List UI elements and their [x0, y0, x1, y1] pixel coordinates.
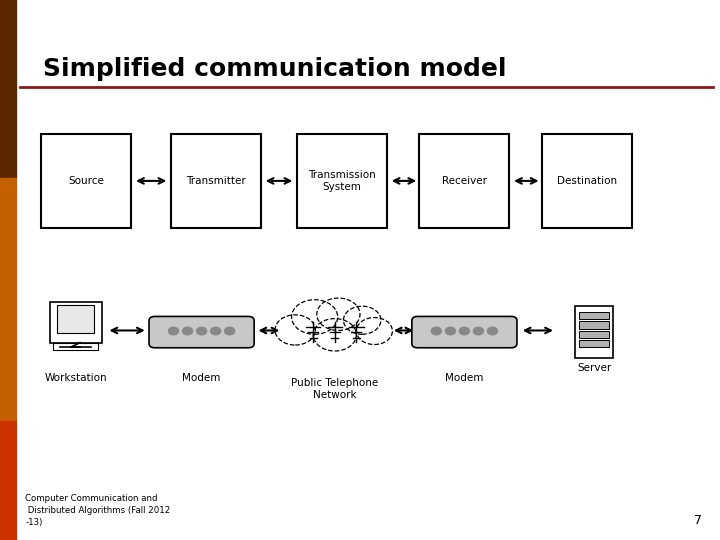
- Text: Modem: Modem: [445, 373, 484, 383]
- Circle shape: [343, 306, 381, 334]
- Text: Destination: Destination: [557, 176, 617, 186]
- Bar: [50, 302, 102, 342]
- Circle shape: [168, 327, 179, 335]
- Bar: [0, 178, 16, 421]
- Bar: [53, 342, 98, 350]
- Text: Source: Source: [68, 176, 104, 186]
- Circle shape: [210, 327, 220, 335]
- Text: Computer Communication and
 Distributed Algorithms (Fall 2012
-13): Computer Communication and Distributed A…: [25, 494, 171, 526]
- Text: Workstation: Workstation: [45, 373, 107, 383]
- Circle shape: [445, 327, 456, 335]
- Text: Simplified communication model: Simplified communication model: [43, 57, 507, 80]
- Bar: [42, 134, 132, 228]
- Text: Transmitter: Transmitter: [186, 176, 246, 186]
- Circle shape: [313, 319, 356, 351]
- FancyBboxPatch shape: [412, 316, 517, 348]
- Bar: [171, 134, 261, 228]
- Circle shape: [474, 327, 484, 335]
- Circle shape: [459, 327, 469, 335]
- Text: Modem: Modem: [182, 373, 221, 383]
- Circle shape: [225, 327, 235, 335]
- Text: Receiver: Receiver: [442, 176, 487, 186]
- Circle shape: [183, 327, 193, 335]
- Bar: [579, 312, 609, 319]
- Circle shape: [356, 318, 392, 345]
- Bar: [579, 340, 609, 347]
- Text: 7: 7: [694, 514, 702, 526]
- Circle shape: [292, 300, 338, 334]
- Bar: [57, 306, 94, 333]
- Bar: [419, 134, 510, 228]
- Bar: [0, 421, 16, 540]
- Text: Transmission
System: Transmission System: [308, 170, 376, 192]
- Circle shape: [487, 327, 498, 335]
- Circle shape: [431, 327, 441, 335]
- Bar: [579, 321, 609, 328]
- Bar: [541, 134, 632, 228]
- Text: Server: Server: [577, 363, 611, 374]
- Bar: [297, 134, 387, 228]
- Circle shape: [197, 327, 207, 335]
- Circle shape: [317, 298, 360, 330]
- Text: Public Telephone
Network: Public Telephone Network: [291, 378, 379, 400]
- Bar: [575, 307, 613, 357]
- FancyBboxPatch shape: [149, 316, 254, 348]
- Bar: [579, 330, 609, 338]
- Circle shape: [275, 315, 315, 345]
- Bar: [0, 0, 16, 178]
